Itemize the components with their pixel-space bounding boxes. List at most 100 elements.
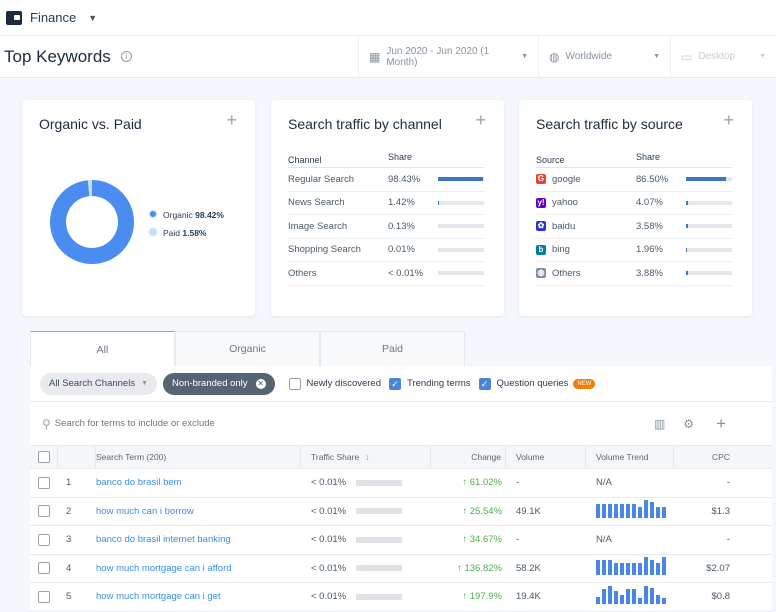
share-bar (438, 247, 484, 252)
table-row: 3 banco do brasil internet banking < 0.0… (30, 526, 772, 555)
question-queries-checkbox[interactable]: ✓ (478, 377, 491, 390)
trend-bar (596, 596, 600, 604)
card-title: Search traffic by source (536, 116, 683, 132)
non-branded-chip[interactable]: Non-branded only ✕ (163, 372, 275, 395)
row-checkbox[interactable] (38, 476, 50, 489)
trend-bar (632, 589, 636, 604)
list-item: Image Search 0.13% (288, 215, 484, 239)
trend-bar (632, 503, 636, 519)
table-row: 1 banco do brasil bem < 0.01% ↑ 61.02% -… (30, 469, 772, 498)
donut-slice-organic (50, 180, 134, 264)
add-icon[interactable]: + (716, 413, 726, 433)
top-bar: Finance ▼ (0, 0, 776, 36)
legend-paid: Paid 1.58% (149, 224, 224, 242)
traffic-share-bar (356, 593, 403, 600)
traffic-share-sort[interactable]: Traffic Share ↓ (301, 445, 431, 469)
page-header: Top Keywords i ▦ Jun 2020 - Jun 2020 (1 M… (0, 35, 776, 78)
organic-vs-paid-card: Organic vs. Paid + Organic 98.42% Paid 1… (22, 100, 255, 316)
date-range-picker[interactable]: ▦ Jun 2020 - Jun 2020 (1 Month) ▼ (358, 35, 538, 78)
card-title: Organic vs. Paid (39, 116, 142, 132)
search-term-link[interactable]: banco do brasil internet banking (96, 534, 231, 546)
donut-chart (50, 180, 134, 264)
tab-organic[interactable]: Organic (175, 331, 320, 367)
trend-bar (650, 587, 654, 604)
card-title: Search traffic by channel (288, 116, 442, 132)
trend-bar (656, 594, 660, 604)
list-item: Shopping Search 0.01% (288, 239, 484, 262)
trend-bar (644, 585, 648, 604)
sort-arrow-icon: ↓ (365, 452, 370, 462)
legend-organic: Organic 98.42% (149, 206, 224, 224)
trend-bar (662, 506, 666, 519)
row-checkbox[interactable] (38, 533, 50, 546)
trend-bar (656, 506, 660, 519)
traffic-share-bar (356, 508, 403, 515)
keywords-panel: All Search Channels ▼ Non-branded only ✕ N… (30, 366, 772, 612)
search-term-link[interactable]: how much mortgage can i get (96, 591, 221, 603)
tab-paid[interactable]: Paid (320, 331, 465, 367)
share-bar (686, 177, 732, 182)
add-icon[interactable]: + (226, 110, 237, 130)
trend-bar (656, 562, 660, 576)
device-select[interactable]: ▭ Desktop ▼ (670, 35, 776, 78)
volume-trend-chart (596, 585, 668, 607)
trend-bar (596, 503, 600, 519)
row-checkbox[interactable] (38, 505, 50, 518)
trend-bar (632, 562, 636, 576)
share-bar (686, 200, 732, 205)
trending-terms-checkbox[interactable]: ✓ (389, 377, 401, 390)
table-header: Search Term (200) Traffic Share ↓ Change … (30, 445, 772, 469)
yahoo-icon: y! (536, 197, 546, 208)
table-settings-icon[interactable]: ⚙ (683, 416, 695, 431)
info-icon[interactable]: i (120, 51, 132, 62)
traffic-share-bar (356, 536, 403, 543)
search-term-link[interactable]: banco do brasil bem (96, 477, 182, 489)
excel-export-icon[interactable]: ▥ (653, 416, 666, 431)
share-bar (438, 271, 484, 276)
trend-bar (602, 559, 606, 576)
tab-all[interactable]: All (30, 331, 175, 367)
trend-bar (620, 562, 624, 576)
trend-bar (626, 589, 630, 604)
row-checkbox[interactable] (38, 562, 50, 575)
tabs: All Organic Paid (30, 331, 465, 367)
country-select[interactable]: ◍ Worldwide ▼ (538, 35, 670, 78)
donut-slice-paid (87, 180, 92, 197)
list-item: y! yahoo 4.07% (536, 192, 732, 215)
share-bar (438, 177, 484, 182)
trend-bar (626, 562, 630, 576)
trend-bar (638, 598, 642, 604)
globe-icon: ◍ (536, 268, 546, 279)
add-icon[interactable]: + (723, 110, 734, 130)
newly-discovered-checkbox[interactable] (288, 377, 301, 390)
search-icon: ⚲ (42, 416, 51, 431)
desktop-icon: ▭ (681, 49, 693, 64)
search-input[interactable] (54, 418, 455, 429)
select-all-checkbox[interactable] (37, 451, 50, 463)
trend-bar (620, 594, 624, 604)
search-term-link[interactable]: how much can i borrow (96, 505, 194, 517)
close-icon[interactable]: ✕ (255, 378, 266, 389)
add-icon[interactable]: + (475, 110, 486, 130)
trend-bar (650, 502, 654, 519)
category-title[interactable]: Finance (30, 10, 77, 25)
trend-bar (638, 506, 642, 519)
trend-bar (608, 559, 612, 576)
trend-bar (602, 503, 606, 519)
row-checkbox[interactable] (38, 590, 50, 603)
share-bar (686, 224, 732, 229)
channel-card: Search traffic by channel + Channel Share… (271, 100, 504, 316)
chevron-down-icon[interactable]: ▼ (88, 12, 98, 23)
trend-bar (650, 559, 654, 576)
trend-bar (614, 503, 618, 519)
trend-bar (608, 503, 612, 519)
trend-bar (614, 562, 618, 576)
trend-bar (608, 585, 612, 604)
list-item: News Search 1.42% (288, 192, 484, 215)
calendar-icon: ▦ (369, 49, 381, 64)
search-term-link[interactable]: how much mortgage can i afford (96, 562, 232, 574)
share-bar (438, 200, 484, 205)
channels-dropdown[interactable]: All Search Channels ▼ (40, 372, 158, 395)
trend-bar (644, 500, 648, 519)
